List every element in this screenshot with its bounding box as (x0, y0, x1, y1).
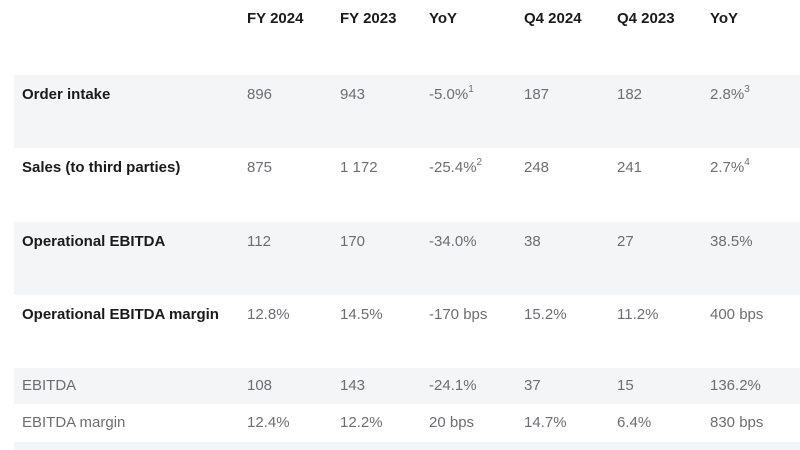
cell-yoy-q4: 400 bps (710, 307, 786, 323)
cell-yoy-q4: 38.5% (710, 234, 786, 250)
cell-yoy-q4: 2.8%3 (710, 83, 786, 103)
cell-value: 112 (247, 233, 271, 250)
cell-value: 38.5% (710, 233, 753, 250)
partial-next-row-band (14, 442, 800, 450)
footnote-ref: 1 (468, 83, 474, 95)
cell-value: 136.2% (710, 377, 761, 394)
cell-q42023: 182 (617, 87, 710, 103)
cell-value: 896 (247, 86, 273, 103)
row-label: Sales (to third parties) (22, 159, 181, 176)
cell-value: 12.2% (340, 414, 383, 431)
cell-fy2024: 112 (247, 234, 340, 250)
cell-yoy-fy: -25.4%2 (429, 156, 524, 176)
table-header-row: FY 2024 FY 2023 YoY Q4 2024 Q4 2023 YoY (14, 0, 800, 75)
cell-yoy-fy: -5.0%1 (429, 83, 524, 103)
cell-value: 11.2% (617, 306, 659, 323)
cell-value: 170 (340, 233, 366, 250)
cell-value: 37 (524, 377, 541, 394)
cell-yoy-fy: 20 bps (429, 415, 524, 431)
row-label: Operational EBITDA (22, 233, 166, 250)
cell-value: -5.0% (429, 86, 469, 103)
table-row-sales: Sales (to third parties) 875 1 172 -25.4… (14, 148, 800, 222)
cell-q42024: 248 (524, 160, 617, 176)
cell-value: 12.4% (247, 414, 290, 431)
cell-fy2023: 170 (340, 234, 429, 250)
cell-value: -170 bps (429, 306, 488, 323)
cell-q42024: 15.2% (524, 307, 617, 323)
cell-value: 14.5% (340, 306, 383, 323)
cell-value: 187 (524, 86, 550, 103)
table-row-ebitda-margin: EBITDA margin 12.4% 12.2% 20 bps 14.7% 6… (14, 404, 800, 442)
cell-fy2023: 1 172 (340, 160, 429, 176)
cell-fy2023: 14.5% (340, 307, 429, 323)
cell-yoy-q4: 2.7%4 (710, 156, 786, 176)
cell-value: 12.8% (247, 306, 290, 323)
cell-value: 1 172 (340, 159, 378, 176)
footnote-ref: 4 (744, 156, 750, 168)
column-header-fy2023: FY 2023 (340, 10, 397, 27)
cell-yoy-q4: 830 bps (710, 415, 786, 431)
column-header-yoy-q4: YoY (710, 10, 739, 27)
cell-value: 20 bps (429, 414, 475, 431)
cell-value: -34.0% (429, 233, 477, 250)
cell-fy2023: 12.2% (340, 415, 429, 431)
table-row-operational-ebitda: Operational EBITDA 112 170 -34.0% 38 27 … (14, 222, 800, 295)
column-header-q42024: Q4 2024 (524, 10, 582, 27)
cell-value: 241 (617, 159, 643, 176)
cell-yoy-fy: -24.1% (429, 378, 524, 394)
cell-fy2023: 143 (340, 378, 429, 394)
table-row-order-intake: Order intake 896 943 -5.0%1 187 182 2.8%… (14, 75, 800, 148)
cell-value: 830 bps (710, 414, 764, 431)
cell-value: 182 (617, 86, 643, 103)
cell-yoy-fy: -170 bps (429, 307, 524, 323)
cell-value: 400 bps (710, 306, 764, 323)
cell-q42024: 14.7% (524, 415, 617, 431)
cell-fy2024: 875 (247, 160, 340, 176)
table-row-ebitda: EBITDA 108 143 -24.1% 37 15 136.2% (14, 368, 800, 404)
cell-value: 14.7% (524, 414, 567, 431)
column-header-yoy-fy: YoY (429, 10, 458, 27)
cell-q42023: 27 (617, 234, 710, 250)
cell-value: 38 (524, 233, 541, 250)
footnote-ref: 2 (476, 156, 483, 168)
cell-value: 248 (524, 159, 550, 176)
row-label: EBITDA margin (22, 414, 126, 431)
cell-q42024: 187 (524, 87, 617, 103)
cell-q42023: 241 (617, 160, 710, 176)
cell-value: 2.8% (710, 86, 745, 103)
row-label: EBITDA (22, 377, 77, 394)
cell-value: 15.2% (524, 306, 567, 323)
cell-yoy-q4: 136.2% (710, 378, 786, 394)
cell-value: 15 (617, 377, 634, 394)
cell-fy2023: 943 (340, 87, 429, 103)
cell-value: -24.1% (429, 377, 477, 394)
cell-value: 108 (247, 377, 273, 394)
cell-q42023: 6.4% (617, 415, 710, 431)
cell-fy2024: 108 (247, 378, 340, 394)
cell-value: 875 (247, 159, 273, 176)
cell-value: -25.4% (429, 159, 477, 176)
cell-q42023: 15 (617, 378, 710, 394)
cell-fy2024: 12.8% (247, 307, 340, 323)
cell-fy2024: 12.4% (247, 415, 340, 431)
cell-q42024: 37 (524, 378, 617, 394)
column-header-q42023: Q4 2023 (617, 10, 675, 27)
cell-value: 27 (617, 233, 634, 250)
row-label: Operational EBITDA margin (22, 306, 219, 323)
cell-q42024: 38 (524, 234, 617, 250)
cell-value: 2.7% (710, 159, 745, 176)
cell-fy2024: 896 (247, 87, 340, 103)
column-header-fy2024: FY 2024 (247, 10, 304, 27)
cell-value: 6.4% (617, 414, 652, 431)
footnote-ref: 3 (744, 83, 750, 95)
table-row-operational-ebitda-margin: Operational EBITDA margin 12.8% 14.5% -1… (14, 295, 800, 368)
cell-value: 943 (340, 86, 366, 103)
cell-value: 143 (340, 377, 366, 394)
cell-yoy-fy: -34.0% (429, 234, 524, 250)
row-label: Order intake (22, 86, 111, 103)
cell-q42023: 11.2% (617, 307, 710, 323)
